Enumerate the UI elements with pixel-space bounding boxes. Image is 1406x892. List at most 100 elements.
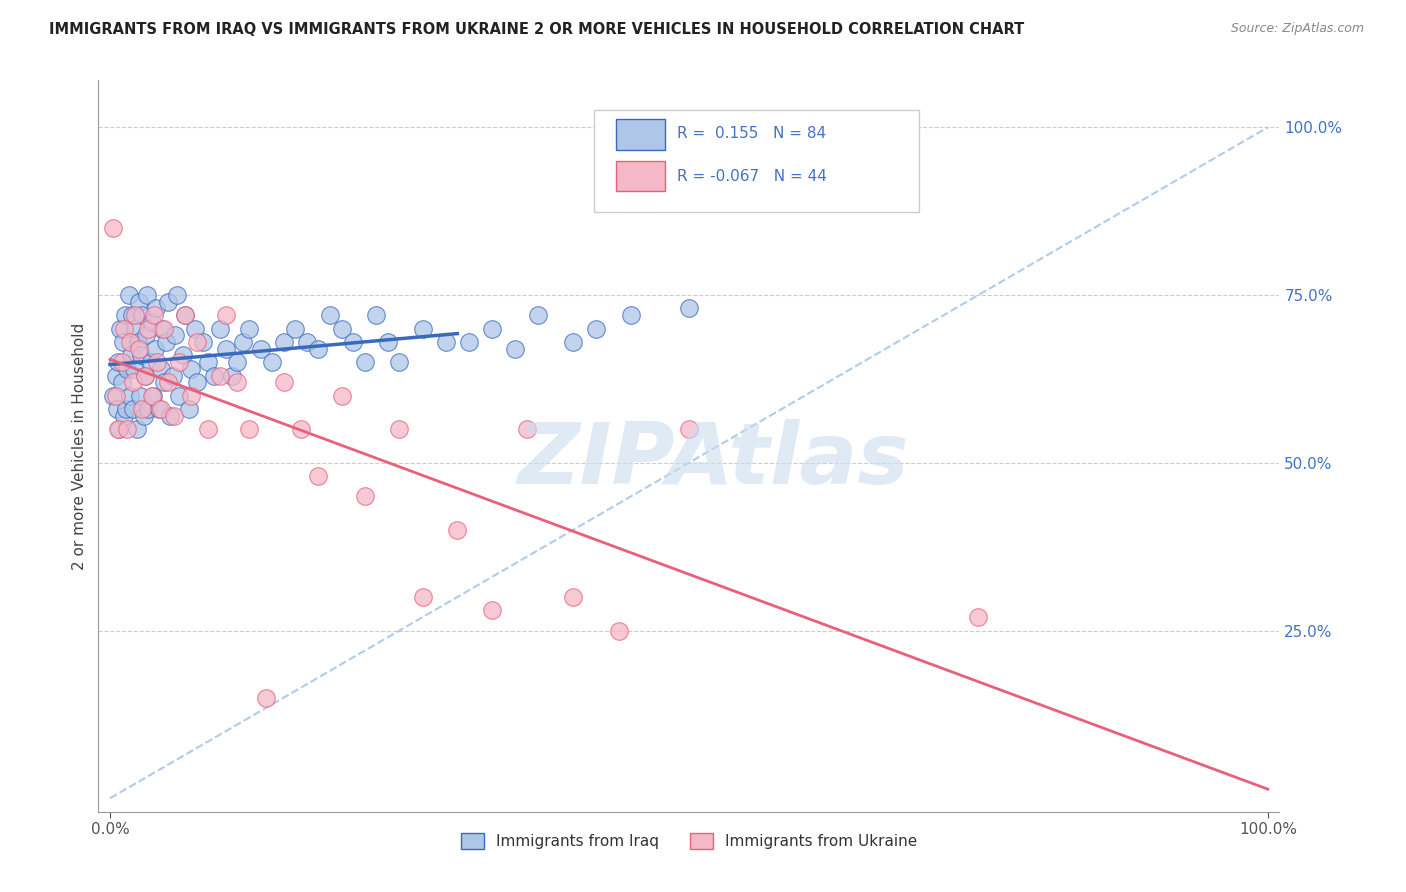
Point	[226, 355, 249, 369]
Point	[128, 342, 150, 356]
Point	[388, 422, 411, 436]
Point	[481, 603, 503, 617]
Point	[159, 409, 181, 423]
Point	[163, 328, 186, 343]
Point	[120, 348, 142, 362]
Point	[131, 308, 153, 322]
Point	[388, 355, 411, 369]
Point	[149, 402, 172, 417]
Point	[146, 355, 169, 369]
Point	[238, 422, 260, 436]
Point	[678, 422, 700, 436]
Point	[273, 334, 295, 349]
Point	[295, 334, 318, 349]
Point	[129, 389, 152, 403]
Point	[215, 308, 238, 322]
Point	[412, 590, 434, 604]
Point	[122, 402, 145, 417]
Text: R =  0.155   N = 84: R = 0.155 N = 84	[678, 126, 827, 141]
Point	[139, 355, 162, 369]
Point	[169, 355, 191, 369]
Point	[110, 321, 132, 335]
Point	[208, 368, 231, 383]
Point	[180, 361, 202, 376]
Point	[290, 422, 312, 436]
Point	[177, 402, 200, 417]
Point	[129, 348, 152, 362]
Point	[114, 308, 136, 322]
Point	[330, 321, 353, 335]
Point	[186, 334, 208, 349]
Point	[111, 334, 134, 349]
Point	[208, 321, 231, 335]
Point	[585, 321, 607, 335]
Point	[221, 368, 243, 383]
Point	[121, 308, 143, 322]
Point	[254, 690, 277, 705]
Point	[202, 368, 225, 383]
Point	[197, 422, 219, 436]
Point	[307, 342, 329, 356]
Point	[103, 221, 125, 235]
Point	[156, 376, 179, 390]
Text: IMMIGRANTS FROM IRAQ VS IMMIGRANTS FROM UKRAINE 2 OR MORE VEHICLES IN HOUSEHOLD : IMMIGRANTS FROM IRAQ VS IMMIGRANTS FROM …	[49, 22, 1025, 37]
Point	[141, 389, 163, 403]
Point	[609, 624, 631, 638]
Point	[112, 409, 135, 423]
Point	[215, 342, 238, 356]
Point	[342, 334, 364, 349]
Point	[967, 610, 990, 624]
Point	[319, 308, 342, 322]
Point	[134, 368, 156, 383]
Y-axis label: 2 or more Vehicles in Household: 2 or more Vehicles in Household	[72, 322, 87, 570]
Point	[620, 308, 643, 322]
Point	[110, 355, 132, 369]
Point	[136, 402, 159, 417]
Point	[145, 301, 167, 316]
Point	[150, 321, 173, 335]
Point	[149, 361, 172, 376]
Point	[162, 368, 184, 383]
Point	[105, 402, 128, 417]
Point	[127, 334, 149, 349]
Point	[183, 321, 205, 335]
Point	[366, 308, 388, 322]
Point	[148, 402, 170, 417]
Point	[141, 315, 163, 329]
Point	[678, 301, 700, 316]
Point	[131, 402, 153, 417]
Point	[169, 389, 191, 403]
Point	[527, 308, 550, 322]
Point	[142, 389, 165, 403]
Point	[249, 342, 271, 356]
Point	[136, 288, 159, 302]
Point	[562, 590, 585, 604]
Point	[353, 355, 375, 369]
Point	[377, 334, 399, 349]
Point	[117, 288, 139, 302]
Point	[122, 376, 145, 390]
Point	[112, 321, 135, 335]
FancyBboxPatch shape	[595, 110, 920, 212]
Point	[186, 376, 208, 390]
Text: Source: ZipAtlas.com: Source: ZipAtlas.com	[1230, 22, 1364, 36]
Point	[110, 376, 132, 390]
Point	[174, 308, 197, 322]
Point	[166, 288, 188, 302]
Point	[136, 321, 159, 335]
Point	[135, 328, 157, 343]
Point	[481, 321, 503, 335]
Point	[115, 402, 138, 417]
Point	[134, 368, 156, 383]
Point	[172, 348, 194, 362]
Point	[107, 422, 129, 436]
Point	[458, 334, 481, 349]
Point	[197, 355, 219, 369]
Point	[238, 321, 260, 335]
Point	[434, 334, 457, 349]
FancyBboxPatch shape	[616, 161, 665, 192]
Point	[180, 389, 202, 403]
Point	[307, 469, 329, 483]
Point	[143, 342, 166, 356]
Point	[412, 321, 434, 335]
